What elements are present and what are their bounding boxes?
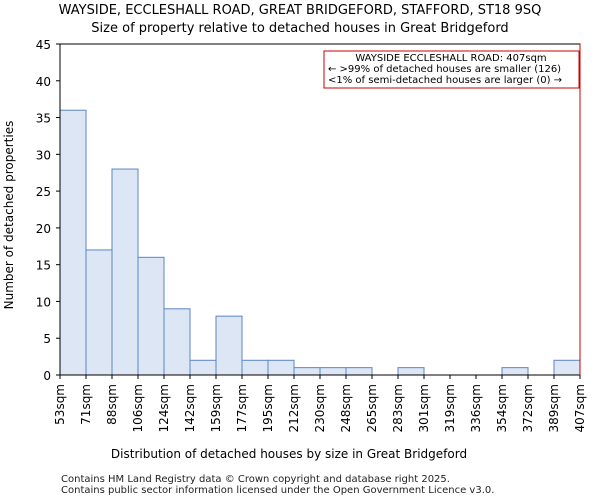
x-tick-label: 142sqm: [183, 384, 197, 432]
annotation-line-1: WAYSIDE ECCLESHALL ROAD: 407sqm: [355, 53, 546, 64]
bar-195sqm: [267, 359, 295, 376]
x-tick-label: 195sqm: [261, 384, 275, 432]
y-tick-label: 45: [36, 38, 51, 52]
x-tick-label: 212sqm: [287, 384, 301, 432]
annotation-frame: [323, 50, 580, 89]
bar-230sqm: [319, 367, 347, 376]
bar-283sqm: [397, 367, 425, 376]
bar-159sqm: [215, 315, 243, 376]
x-tick-label: 159sqm: [209, 384, 223, 432]
y-tick-label: 20: [36, 222, 51, 236]
y-axis-label: Number of detached properties: [2, 121, 16, 310]
bar-106sqm: [137, 256, 165, 376]
y-tick-label: 40: [36, 75, 51, 89]
y-tick-label: 35: [36, 112, 51, 126]
chart-title: WAYSIDE, ECCLESHALL ROAD, GREAT BRIDGEFO…: [58, 3, 542, 18]
x-tick-label: 106sqm: [131, 384, 145, 432]
bar-354sqm: [501, 367, 529, 376]
x-tick-label: 407sqm: [573, 384, 587, 432]
x-tick-label: 248sqm: [339, 384, 353, 432]
x-tick-label: 177sqm: [235, 384, 249, 432]
y-tick-label: 10: [36, 295, 51, 309]
x-tick-label: 88sqm: [105, 384, 119, 425]
x-tick-label: 354sqm: [495, 384, 509, 432]
bar-248sqm: [345, 367, 373, 376]
y-axis-ticks: 0 5 10 15 20 25 30 35 40 45: [36, 38, 60, 383]
bar-142sqm: [189, 359, 217, 376]
y-tick-label: 15: [36, 259, 51, 273]
x-tick-label: 283sqm: [391, 384, 405, 432]
y-tick-label: 5: [43, 332, 51, 346]
bar-53sqm: [59, 109, 87, 376]
bar-389sqm: [553, 359, 581, 376]
x-tick-label: 319sqm: [443, 384, 457, 432]
x-tick-label: 265sqm: [365, 384, 379, 432]
x-tick-label: 372sqm: [521, 384, 535, 432]
bar-71sqm: [85, 249, 113, 376]
y-tick-label: 0: [43, 369, 51, 383]
x-tick-label: 124sqm: [157, 384, 171, 432]
x-tick-label: 336sqm: [469, 384, 483, 432]
annotation-box: WAYSIDE ECCLESHALL ROAD: 407sqm ← >99% o…: [323, 50, 580, 89]
bar-124sqm: [163, 308, 191, 376]
annotation-line-3: <1% of semi-detached houses are larger (…: [328, 75, 562, 86]
x-axis-label: Distribution of detached houses by size …: [111, 447, 467, 461]
bar-212sqm: [293, 367, 321, 376]
bars-group: [59, 109, 581, 376]
bar-88sqm: [111, 168, 139, 376]
y-tick-label: 30: [36, 148, 51, 162]
footer-licence: Contains public sector information licen…: [61, 485, 495, 496]
annotation-line-2: ← >99% of detached houses are smaller (1…: [328, 64, 561, 75]
x-tick-label: 71sqm: [79, 384, 93, 425]
bar-177sqm: [241, 359, 269, 376]
y-tick-label: 25: [36, 185, 51, 199]
x-tick-label: 389sqm: [547, 384, 561, 432]
x-axis-ticks: 53sqm 71sqm 88sqm 106sqm 124sqm 142sqm 159sqm 1…: [53, 375, 587, 432]
chart-subtitle: Size of property relative to detached ho…: [91, 21, 509, 36]
x-tick-label: 230sqm: [313, 384, 327, 432]
footer-copyright: Contains HM Land Registry data © Crown c…: [61, 474, 450, 485]
x-tick-label: 53sqm: [53, 384, 67, 425]
x-tick-label: 301sqm: [417, 384, 431, 432]
